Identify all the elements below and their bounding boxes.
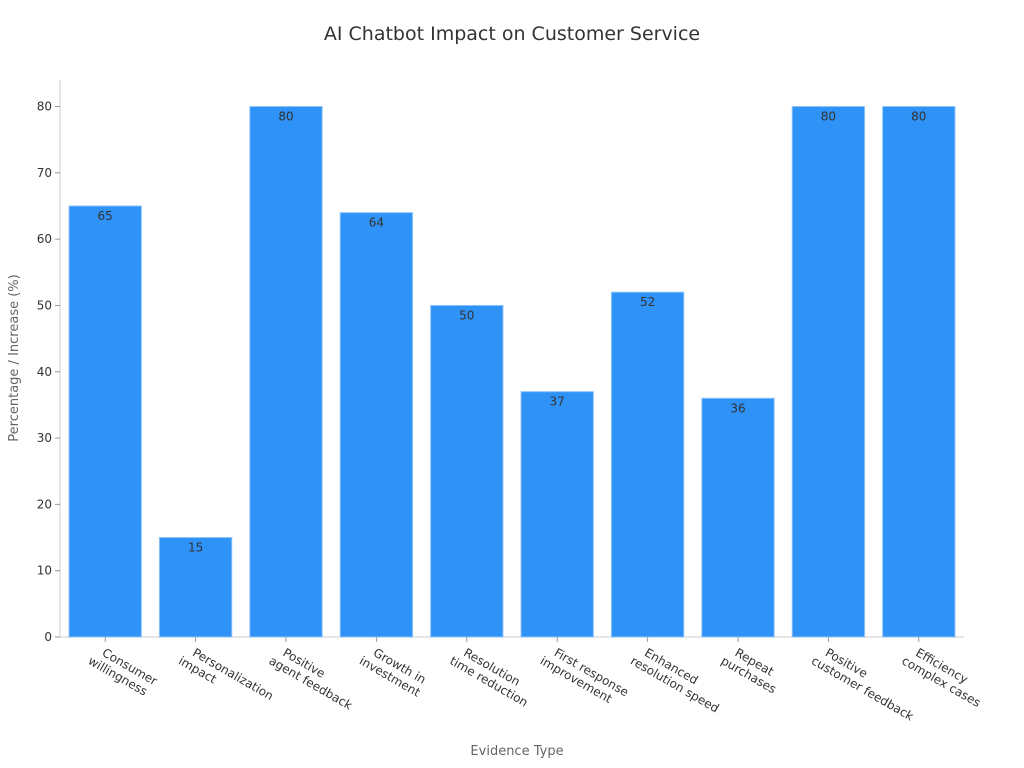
- chart-title: AI Chatbot Impact on Customer Service: [324, 23, 700, 45]
- y-tick-label: 80: [37, 100, 52, 114]
- x-tick-label: Enhancedresolution speed: [628, 641, 728, 715]
- y-tick-label: 10: [37, 564, 52, 578]
- value-label: 80: [911, 110, 926, 124]
- bar: [158, 537, 233, 638]
- y-tick-label: 0: [44, 630, 52, 644]
- y-tick-label: 60: [37, 232, 52, 246]
- x-axis-title: Evidence Type: [470, 744, 563, 759]
- bar: [610, 291, 685, 638]
- bar: [430, 304, 504, 638]
- y-tick-label: 50: [37, 298, 52, 312]
- x-tick-label: Personalizationimpact: [176, 641, 276, 715]
- value-label: 37: [550, 395, 565, 409]
- value-label: 36: [730, 401, 745, 415]
- value-label: 15: [188, 541, 203, 555]
- bar: [520, 391, 594, 638]
- x-tick-label: First responseimprovement: [538, 641, 631, 711]
- x-tick-label: Growth ininvestment: [357, 641, 430, 699]
- y-tick-label: 20: [37, 497, 52, 511]
- y-axis-title: Percentage / Increase (%): [7, 274, 22, 441]
- value-label: 80: [278, 110, 293, 124]
- value-label: 52: [640, 295, 655, 309]
- bar: [701, 397, 775, 638]
- bar: [791, 106, 866, 638]
- y-tick-label: 30: [37, 431, 52, 445]
- x-tick-label: Consumerwillingness: [86, 641, 160, 700]
- bar: [882, 106, 956, 638]
- bar: [249, 106, 323, 638]
- x-tick-label: Efficiencycomplex cases: [899, 641, 990, 710]
- value-label: 65: [98, 209, 113, 223]
- x-tick-label: Repeatpurchases: [719, 641, 786, 696]
- x-tick-label: Positiveagent feedback: [267, 641, 362, 712]
- value-label: 80: [821, 110, 836, 124]
- bar: [339, 212, 414, 638]
- y-tick-label: 70: [37, 166, 52, 180]
- x-tick-label: Resolutiontime reduction: [447, 641, 537, 709]
- bar: [68, 205, 142, 638]
- y-tick-label: 40: [37, 365, 52, 379]
- value-label: 50: [459, 308, 474, 322]
- value-label: 64: [369, 216, 384, 230]
